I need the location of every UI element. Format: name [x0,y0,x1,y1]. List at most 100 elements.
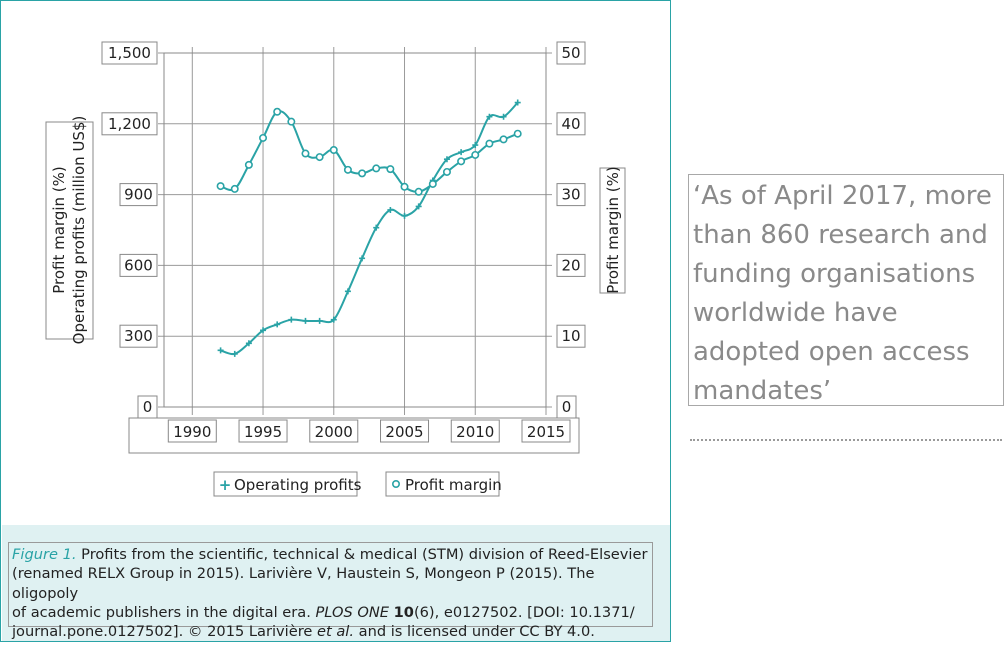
legend-item-profit-margin: Profit margin [385,471,502,497]
profit-margin-point [386,165,395,174]
quote-line-4: worldwide have [693,298,898,328]
quote-line-1: ‘As of April 2017, more [693,181,992,211]
caption-line-4: journal.pone.0127502]. © 2015 Larivière … [12,622,649,641]
quote-line-2: than 860 research and [693,220,988,250]
left-tick-label: 1,200 [108,115,151,133]
operating-profit-point [359,255,366,262]
series-line-operating-profits [220,101,519,356]
x-tick-label: 2010 [456,423,494,441]
profit-margin-point [259,133,268,142]
caption-text-1: Profits from the scientific, technical &… [81,546,648,563]
profit-margin-point [287,117,296,126]
profit-margin-point [400,182,409,191]
operating-profit-point [302,317,309,324]
left-tick-label: 300 [124,327,153,345]
profit-margin-point [414,187,423,196]
legend-item-operating-profits: + Operating profits [213,471,362,497]
left-tick-label: 600 [124,256,153,274]
caption-volume: 10 [393,603,414,621]
profit-margin-point [471,150,480,159]
legend-symbol-plus: + [219,476,232,494]
operating-profit-point [458,149,465,156]
x-tick-label: 2005 [385,423,423,441]
caption-band [2,525,670,641]
x-axis-ticks: 1990 1995 2000 2005 2010 2015 [128,417,580,454]
profit-margin-point [442,167,451,176]
operating-profit-point [316,317,323,324]
profit-margin-point [457,157,466,166]
operating-profit-point [330,316,337,323]
left-axis-label: Profit margin (%) Operating profits (mil… [45,116,94,345]
left-axis-label-line2: Operating profits (million US$) [70,116,88,345]
left-axis-ticks: 0 300 600 900 1,200 1,500 [101,41,158,419]
right-axis-ticks: 0 10 20 30 40 50 [556,41,586,419]
operating-profit-point [486,113,493,120]
operating-profit-point [274,321,281,328]
caption-text-3a: of academic publishers in the digital er… [12,603,316,621]
profit-margin-point [329,145,338,154]
figure-panel: 0 300 600 900 1,200 1,500 0 10 20 30 40 50 1990 199… [0,0,671,642]
x-tick-label: 1990 [173,423,211,441]
right-tick-label: 50 [561,44,580,62]
operating-profit-point [260,327,267,334]
right-tick-label: 30 [561,186,580,204]
legend: + Operating profits Profit margin [213,471,502,497]
operating-profit-point [288,316,295,323]
right-axis-label: Profit margin (%) [599,166,626,294]
pull-quote: ‘As of April 2017, more than 860 researc… [688,174,1004,406]
series [216,99,522,357]
caption-line-2: (renamed RELX Group in 2015). Larivière … [12,565,595,602]
operating-profit-point [245,340,252,347]
left-tick-label: 900 [124,186,153,204]
profit-margin-point [428,179,437,188]
operating-profit-point [231,350,238,357]
operating-profit-point [373,224,380,231]
profit-margin-point [343,165,352,174]
grid [158,47,552,415]
quote-line-6: mandates’ [693,376,832,406]
caption-journal: PLOS ONE [315,603,389,621]
left-tick-label: 0 [143,398,153,416]
caption-etal: et al. [317,623,354,641]
series-line-profit-margin [220,110,519,193]
x-tick-label: 2015 [527,423,565,441]
profit-margin-point [315,153,324,162]
profit-margin-point [216,182,225,191]
caption-label: Figure 1. [12,546,77,563]
profit-margin-point [230,184,239,193]
profit-margin-point [244,160,253,169]
profit-margin-point [273,107,282,116]
right-tick-label: 10 [561,327,580,345]
caption-text-4b: and is licensed under CC BY 4.0. [353,623,595,641]
profit-margin-point [358,169,367,178]
operating-profit-point [500,113,507,120]
profit-margin-point [372,164,381,173]
operating-profit-point [387,206,394,213]
dotted-divider [690,439,1002,441]
operating-profit-point [217,347,224,354]
right-tick-label: 0 [562,398,572,416]
operating-profit-point [344,288,351,295]
left-tick-label: 1,500 [108,44,151,62]
profit-margin-point [499,135,508,144]
plot-area [163,52,547,408]
quote-line-5: adopted open access [693,337,970,367]
right-tick-label: 20 [561,256,580,274]
legend-label-profit-margin: Profit margin [405,476,502,494]
quote-line-3: funding organisations [693,259,976,289]
operating-profit-point [443,156,450,163]
operating-profit-point [401,212,408,219]
figure-caption: Figure 1. Profits from the scientific, t… [8,542,653,640]
operating-profit-point [514,99,521,106]
operating-profit-point [472,142,479,149]
operating-profit-point [415,203,422,210]
caption-line-1: Figure 1. Profits from the scientific, t… [12,545,649,564]
right-tick-label: 40 [561,115,580,133]
legend-symbol-circle [391,479,400,488]
profit-margin-point [301,149,310,158]
left-axis-label-line1: Profit margin (%) [50,166,68,294]
legend-label-operating-profits: Operating profits [234,476,362,494]
profit-margin-point [513,129,522,138]
x-tick-label: 1995 [244,423,282,441]
x-tick-label: 2000 [315,423,353,441]
